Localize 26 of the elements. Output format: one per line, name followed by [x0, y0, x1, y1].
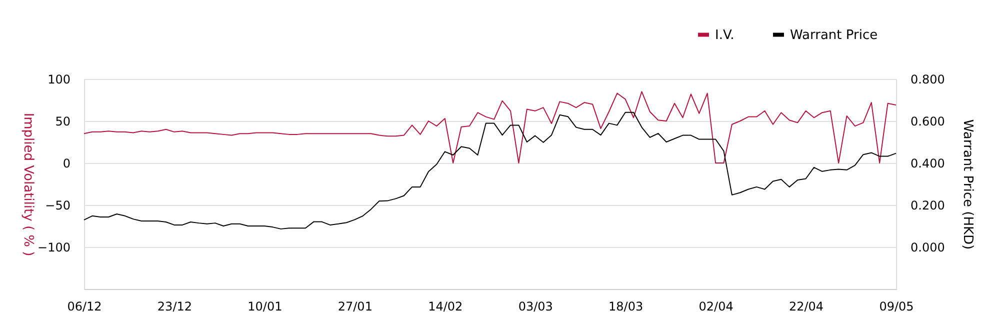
y-tick-label: 100 — [48, 72, 70, 86]
y2-tick-label: 0.600 — [910, 114, 945, 128]
y-tick-label: 0 — [62, 156, 70, 170]
y2-tick-label: 0.400 — [910, 156, 945, 170]
y2-axis-title: Warrant Price (HKD) — [960, 119, 975, 250]
x-tick-label: 22/04 — [788, 300, 824, 314]
y-tick-label: 50 — [55, 114, 70, 128]
y2-tick-label: 0.200 — [910, 198, 945, 212]
x-tick-label: 14/02 — [428, 300, 463, 314]
y2-tick-label: 0.800 — [910, 72, 945, 86]
y-axis-title: Implied Volatility ( % ) — [20, 112, 36, 256]
x-tick-label: 27/01 — [338, 300, 372, 314]
x-tick-label: 02/04 — [698, 300, 734, 314]
x-tick-label: 09/05 — [879, 300, 914, 314]
x-tick-label: 18/03 — [608, 300, 644, 314]
x-tick-label: 03/03 — [518, 300, 553, 314]
y-tick-label: −100 — [38, 240, 70, 254]
y2-tick-label: 0.000 — [910, 240, 945, 254]
line-series — [84, 91, 896, 164]
x-tick-label: 23/12 — [157, 300, 192, 314]
x-tick-label: 10/01 — [248, 300, 282, 314]
line-series — [84, 112, 896, 230]
x-tick-label: 06/12 — [67, 300, 102, 314]
legend-label: Warrant Price — [790, 28, 878, 43]
y-tick-label: −50 — [45, 198, 70, 212]
legend-label: I.V. — [715, 28, 734, 43]
